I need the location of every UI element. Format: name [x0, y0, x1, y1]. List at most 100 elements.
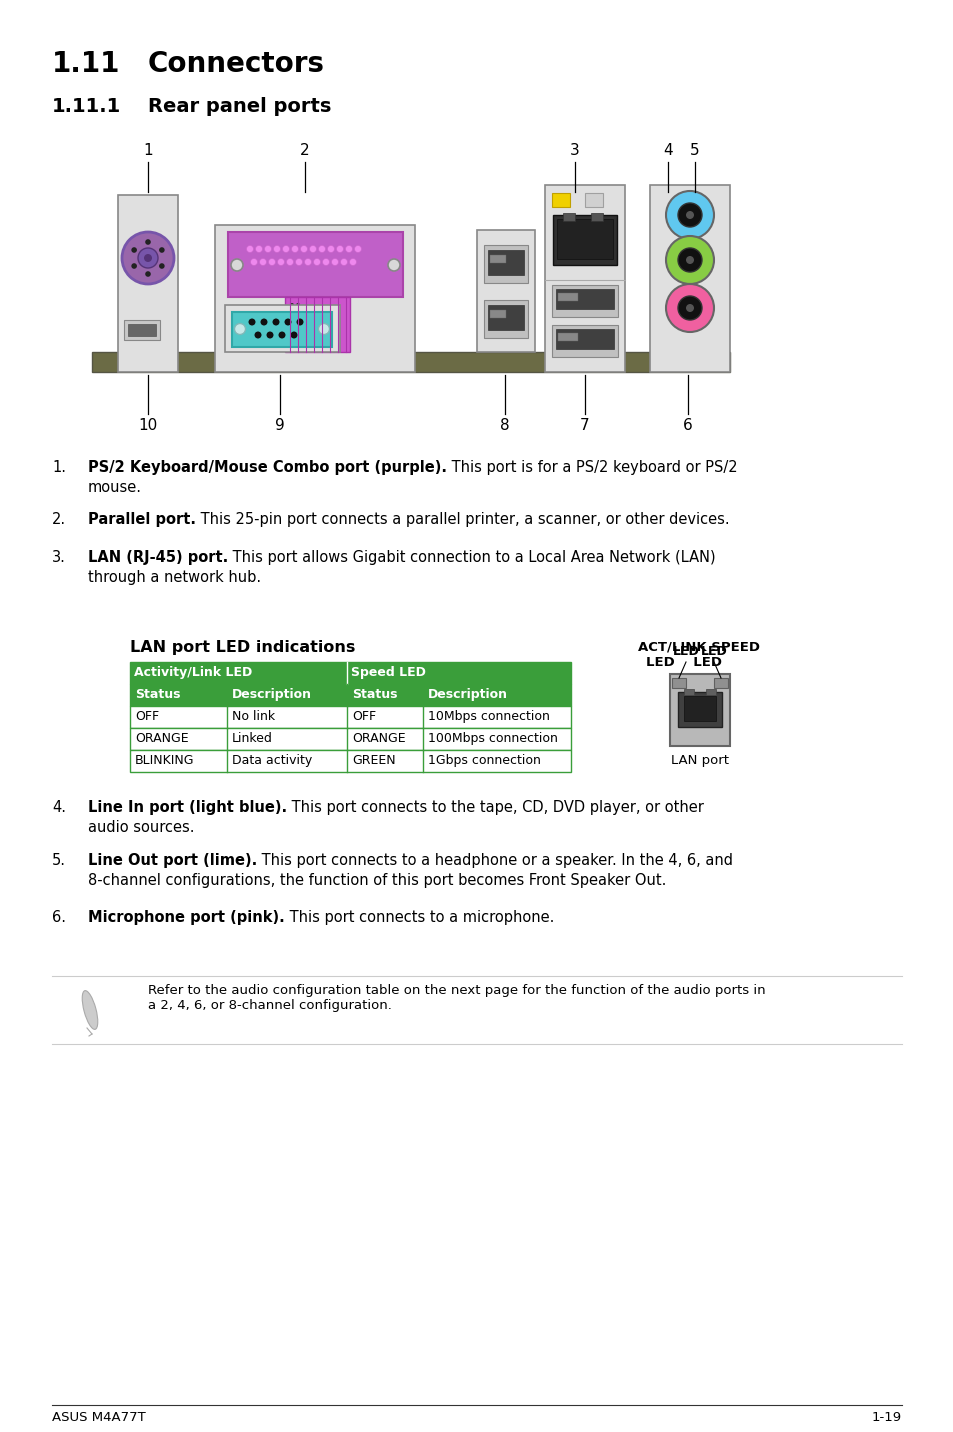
Bar: [553, 215, 617, 265]
Circle shape: [159, 263, 165, 269]
Text: This 25-pin port connects a parallel printer, a scanner, or other devices.: This 25-pin port connects a parallel pri…: [195, 513, 729, 527]
Text: 5: 5: [689, 143, 700, 158]
Bar: [683, 696, 716, 720]
Circle shape: [282, 245, 289, 252]
Bar: [649, 185, 729, 372]
Circle shape: [290, 304, 294, 306]
Text: 3: 3: [570, 143, 579, 158]
Text: BLINKING: BLINKING: [135, 755, 194, 768]
Text: Linked: Linked: [232, 732, 273, 745]
Bar: [488, 251, 523, 275]
Bar: [124, 319, 160, 339]
Text: This port allows Gigabit connection to a Local Area Network (LAN): This port allows Gigabit connection to a…: [228, 550, 715, 566]
Text: Connectors: Connectors: [148, 50, 325, 77]
Bar: [584, 193, 602, 208]
Text: 7: 7: [579, 418, 589, 432]
Circle shape: [296, 318, 303, 325]
Bar: [285, 296, 350, 352]
Circle shape: [336, 245, 343, 252]
Circle shape: [273, 318, 279, 325]
Bar: [552, 285, 618, 316]
Bar: [118, 195, 178, 372]
Text: Speed LED: Speed LED: [351, 666, 425, 679]
Text: Line In port (light blue).: Line In port (light blue).: [88, 800, 287, 815]
Circle shape: [292, 245, 298, 252]
Circle shape: [340, 259, 347, 265]
Circle shape: [122, 232, 173, 284]
Circle shape: [665, 190, 713, 239]
Text: 4.: 4.: [52, 800, 66, 815]
Text: 1Gbps connection: 1Gbps connection: [428, 755, 540, 768]
Bar: [558, 294, 578, 301]
Circle shape: [268, 259, 275, 265]
Text: ASUS M4A77T: ASUS M4A77T: [52, 1411, 146, 1423]
Bar: [225, 305, 339, 352]
Text: through a network hub.: through a network hub.: [88, 570, 261, 586]
Circle shape: [309, 245, 316, 252]
Circle shape: [246, 245, 253, 252]
Circle shape: [318, 324, 329, 335]
Text: LED    LED: LED LED: [645, 656, 721, 669]
Text: No link: No link: [232, 710, 274, 723]
Circle shape: [144, 253, 152, 262]
Bar: [232, 312, 332, 347]
Bar: [488, 305, 523, 329]
Text: 1-19: 1-19: [871, 1411, 901, 1423]
Text: This port is for a PS/2 keyboard or PS/2: This port is for a PS/2 keyboard or PS/2: [447, 460, 737, 475]
Bar: [558, 334, 578, 341]
Text: Activity/Link LED: Activity/Link LED: [133, 666, 252, 679]
Text: LAN port: LAN port: [670, 755, 728, 768]
Circle shape: [286, 259, 294, 265]
Text: 2: 2: [300, 143, 310, 158]
Text: ACT/LINK SPEED: ACT/LINK SPEED: [638, 640, 760, 653]
Bar: [556, 289, 614, 309]
Circle shape: [264, 245, 272, 252]
Bar: [678, 692, 721, 727]
Circle shape: [159, 248, 165, 253]
Text: audio sources.: audio sources.: [88, 821, 194, 835]
Circle shape: [138, 248, 158, 268]
Circle shape: [295, 304, 299, 306]
Bar: [483, 245, 527, 284]
Text: This port connects to a microphone.: This port connects to a microphone.: [284, 909, 554, 925]
Text: Status: Status: [352, 687, 397, 702]
Bar: [476, 231, 535, 352]
Circle shape: [260, 318, 267, 325]
Text: 1: 1: [143, 143, 152, 158]
Text: 9: 9: [274, 418, 285, 432]
Circle shape: [254, 331, 261, 338]
Circle shape: [355, 245, 361, 252]
Circle shape: [255, 245, 262, 252]
Bar: [556, 329, 614, 349]
Circle shape: [284, 318, 292, 325]
Text: This port connects to the tape, CD, DVD player, or other: This port connects to the tape, CD, DVD …: [287, 800, 703, 815]
Text: 2.: 2.: [52, 513, 66, 527]
Circle shape: [678, 248, 701, 272]
Text: Status: Status: [135, 687, 180, 702]
Text: 8: 8: [499, 418, 509, 432]
Circle shape: [678, 203, 701, 228]
Circle shape: [248, 318, 255, 325]
Text: 3.: 3.: [52, 550, 66, 566]
Circle shape: [295, 314, 299, 316]
Text: LED: LED: [672, 644, 699, 657]
Text: 5.: 5.: [52, 853, 66, 868]
Circle shape: [234, 324, 245, 335]
Text: Microphone port (pink).: Microphone port (pink).: [88, 909, 284, 925]
Circle shape: [132, 263, 137, 269]
Circle shape: [327, 245, 335, 252]
Circle shape: [685, 256, 693, 263]
Bar: [130, 750, 571, 772]
Bar: [544, 185, 624, 372]
Text: LAN port LED indications: LAN port LED indications: [130, 640, 355, 654]
Text: 10Mbps connection: 10Mbps connection: [428, 710, 549, 723]
Text: 1.11: 1.11: [52, 50, 120, 77]
Circle shape: [277, 259, 284, 265]
Ellipse shape: [82, 991, 97, 1030]
Text: 1.11.1: 1.11.1: [52, 97, 121, 116]
Circle shape: [145, 239, 151, 245]
Bar: [713, 677, 727, 687]
Text: 6.: 6.: [52, 909, 66, 925]
Circle shape: [345, 245, 352, 252]
Bar: [91, 352, 729, 372]
